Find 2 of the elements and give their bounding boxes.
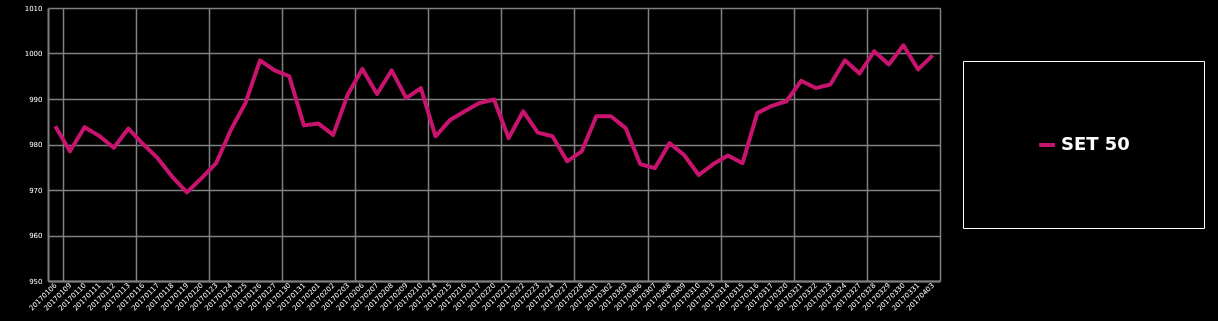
legend-label: SET 50 bbox=[1061, 133, 1130, 154]
line-series bbox=[53, 43, 935, 195]
